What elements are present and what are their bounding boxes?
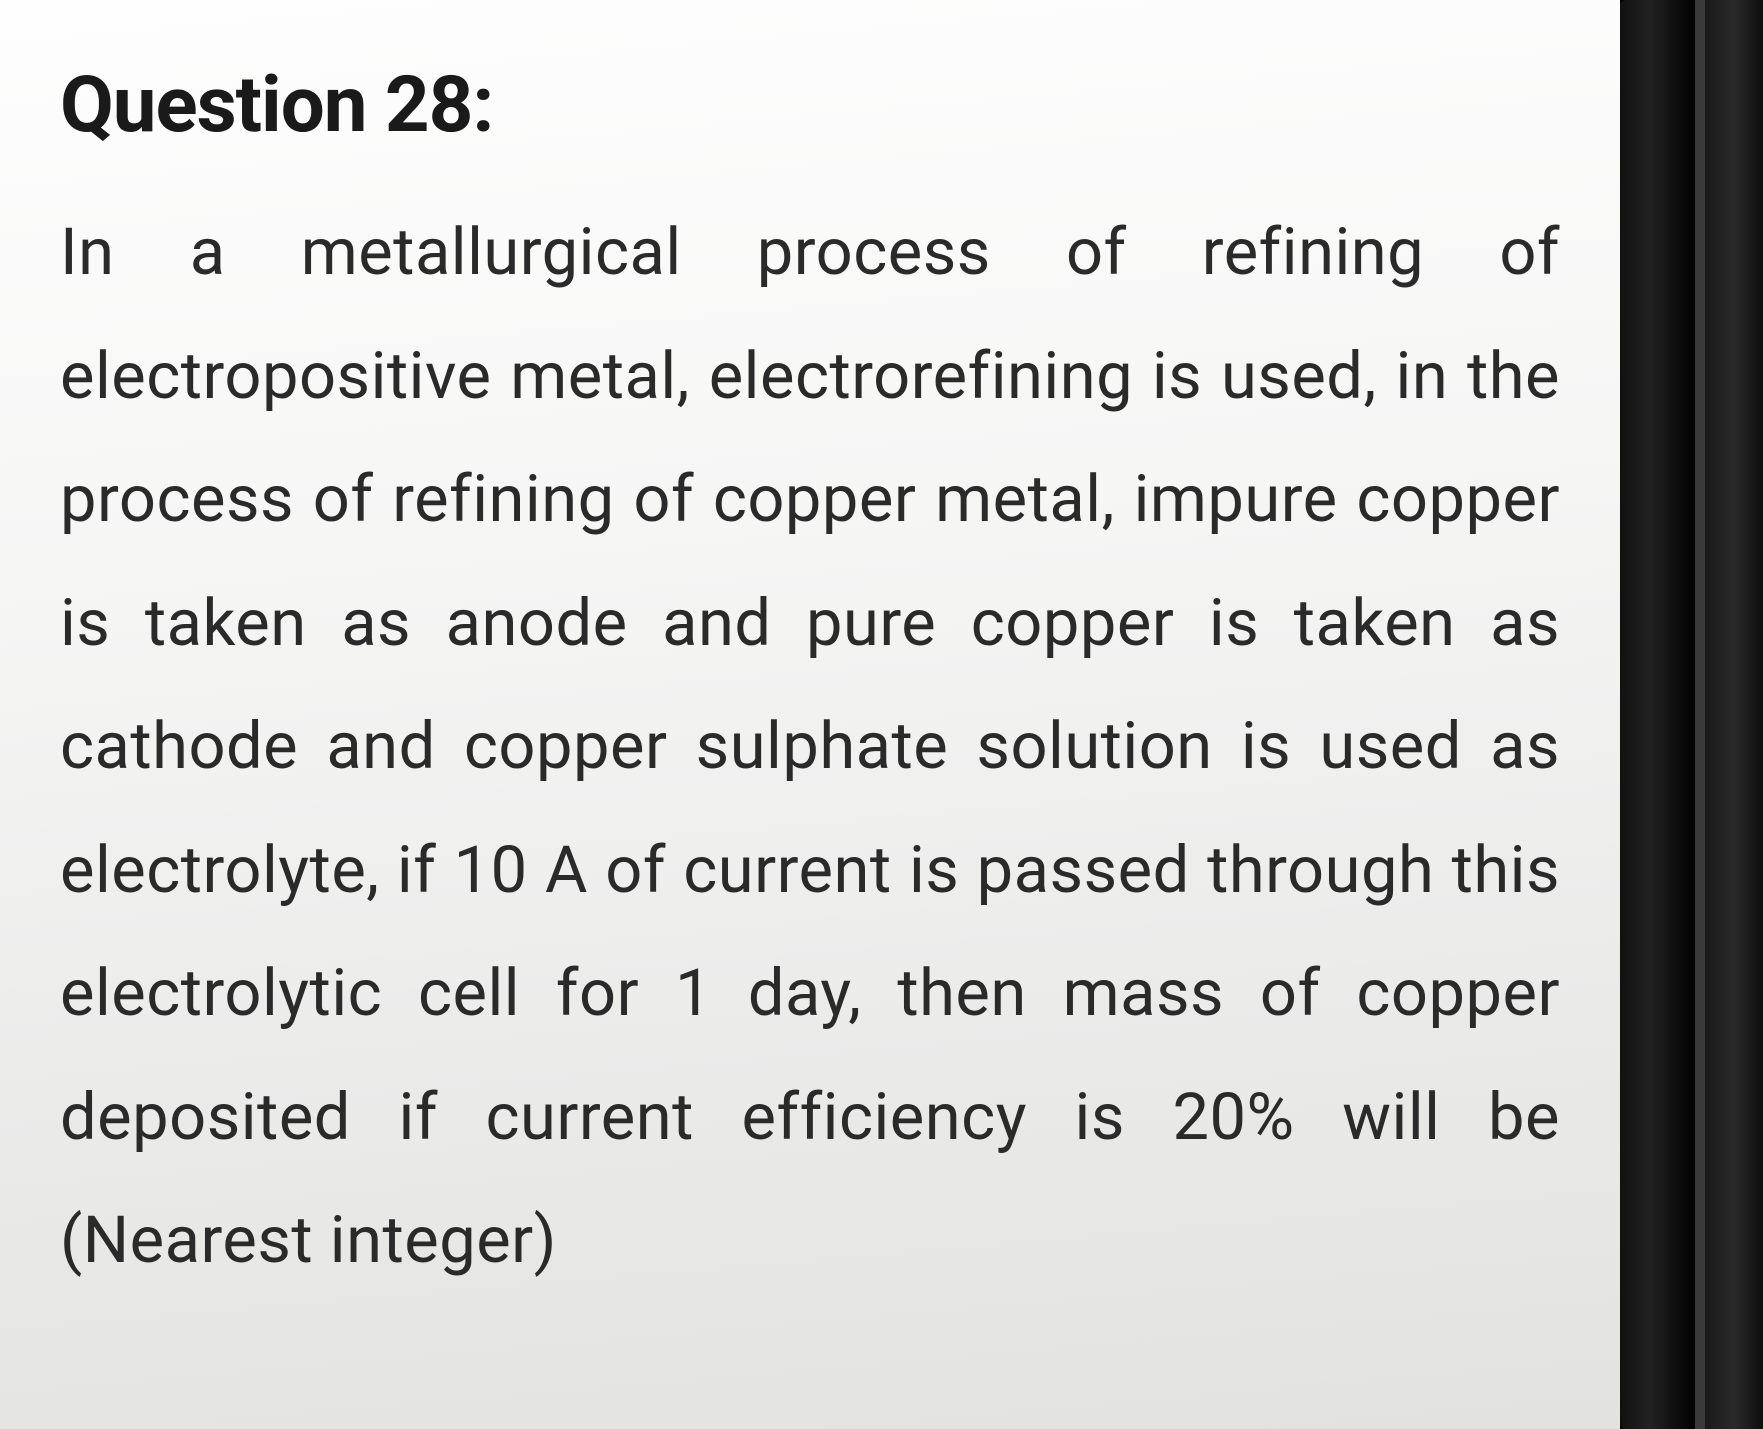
- question-body: In a metallurgical process of refining o…: [60, 191, 1560, 1303]
- question-title: Question 28:: [60, 60, 1560, 151]
- screen-content: Question 28: In a metallurgical process …: [0, 0, 1620, 1429]
- bezel-right: [1620, 0, 1695, 1429]
- bezel-gap: [1695, 0, 1705, 1429]
- device-frame: Question 28: In a metallurgical process …: [0, 0, 1763, 1429]
- bezel-far-right: [1705, 0, 1763, 1429]
